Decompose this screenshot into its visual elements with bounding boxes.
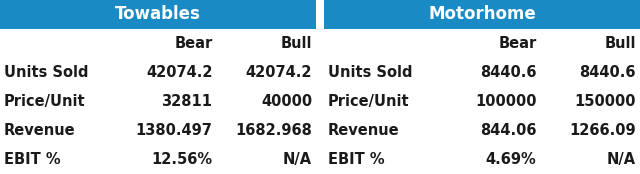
Text: Towables: Towables	[115, 5, 201, 23]
Text: 8440.6: 8440.6	[480, 65, 536, 80]
Text: Units Sold: Units Sold	[4, 65, 88, 80]
Text: 1266.09: 1266.09	[570, 123, 636, 138]
Text: 12.56%: 12.56%	[151, 152, 212, 167]
Bar	[324, 0, 640, 29]
Text: 100000: 100000	[475, 94, 536, 109]
Text: Price/Unit: Price/Unit	[4, 94, 86, 109]
Text: EBIT %: EBIT %	[328, 152, 385, 167]
Text: 32811: 32811	[161, 94, 212, 109]
Text: EBIT %: EBIT %	[4, 152, 61, 167]
Text: 40000: 40000	[261, 94, 312, 109]
Text: Bull: Bull	[605, 36, 636, 51]
Text: 844.06: 844.06	[480, 123, 536, 138]
Text: 42074.2: 42074.2	[246, 65, 312, 80]
Text: 8440.6: 8440.6	[579, 65, 636, 80]
Text: 4.69%: 4.69%	[486, 152, 536, 167]
Text: 150000: 150000	[575, 94, 636, 109]
Text: Bull: Bull	[280, 36, 312, 51]
Text: 42074.2: 42074.2	[146, 65, 212, 80]
Text: Units Sold: Units Sold	[328, 65, 413, 80]
Text: 1380.497: 1380.497	[136, 123, 212, 138]
Text: Price/Unit: Price/Unit	[328, 94, 410, 109]
Text: Bear: Bear	[498, 36, 536, 51]
Text: Motorhome: Motorhome	[428, 5, 536, 23]
Bar	[0, 0, 316, 29]
Text: Revenue: Revenue	[328, 123, 399, 138]
Text: N/A: N/A	[283, 152, 312, 167]
Text: Revenue: Revenue	[4, 123, 76, 138]
Text: Bear: Bear	[174, 36, 212, 51]
Text: N/A: N/A	[607, 152, 636, 167]
Text: 1682.968: 1682.968	[235, 123, 312, 138]
